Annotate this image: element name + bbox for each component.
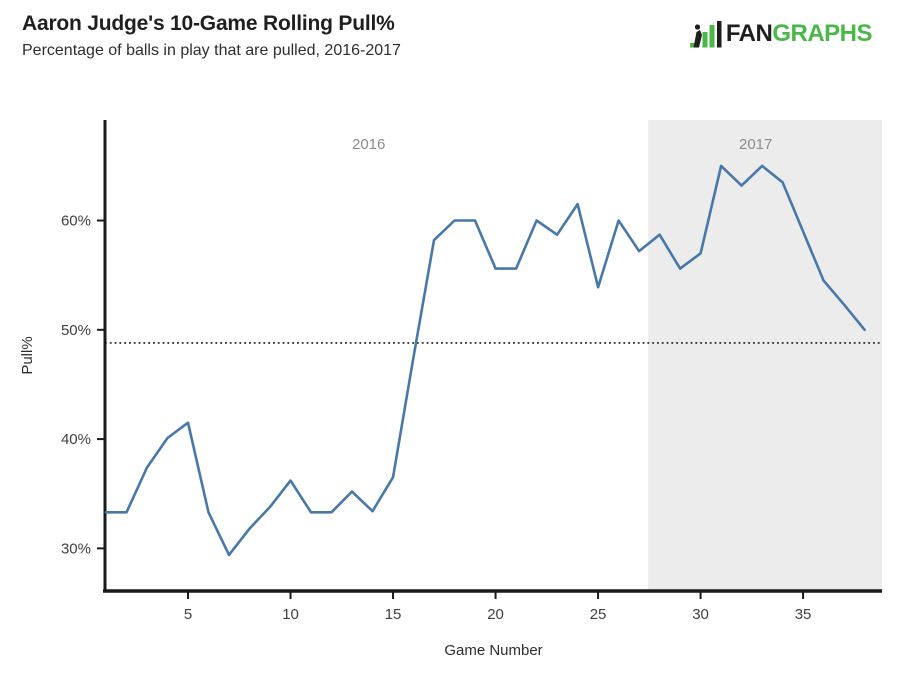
x-tick-label: 30 <box>692 606 709 623</box>
y-tick-label: 50% <box>61 322 91 339</box>
era-label-2017: 2017 <box>739 136 773 153</box>
y-tick-label: 30% <box>61 540 91 557</box>
x-tick-label: 10 <box>282 606 299 623</box>
era-label-2016: 2016 <box>352 136 386 153</box>
x-tick-label: 20 <box>487 606 504 623</box>
page-title: Aaron Judge's 10-Game Rolling Pull% <box>22 12 395 35</box>
x-axis-title: Game Number <box>444 642 542 659</box>
series-line-10-game-rolling-pull- <box>104 164 866 557</box>
y-axis-title: Pull% <box>19 336 36 374</box>
logo-text-fan: FAN <box>725 20 773 47</box>
x-tick-label: 35 <box>795 606 812 623</box>
logo-text-graphs: GRAPHS <box>772 20 872 47</box>
x-tick-label: 5 <box>184 606 192 623</box>
x-tick-label: 15 <box>385 606 402 623</box>
fangraphs-logo-icon <box>689 20 722 47</box>
page-subtitle: Percentage of balls in play that are pul… <box>22 42 401 59</box>
y-tick-label: 60% <box>61 213 91 230</box>
shaded-region-2017 <box>648 120 882 590</box>
fangraphs-logo[interactable]: FAN GRAPHS <box>689 18 872 50</box>
x-tick-label: 25 <box>590 606 607 623</box>
y-tick-label: 40% <box>61 431 91 448</box>
